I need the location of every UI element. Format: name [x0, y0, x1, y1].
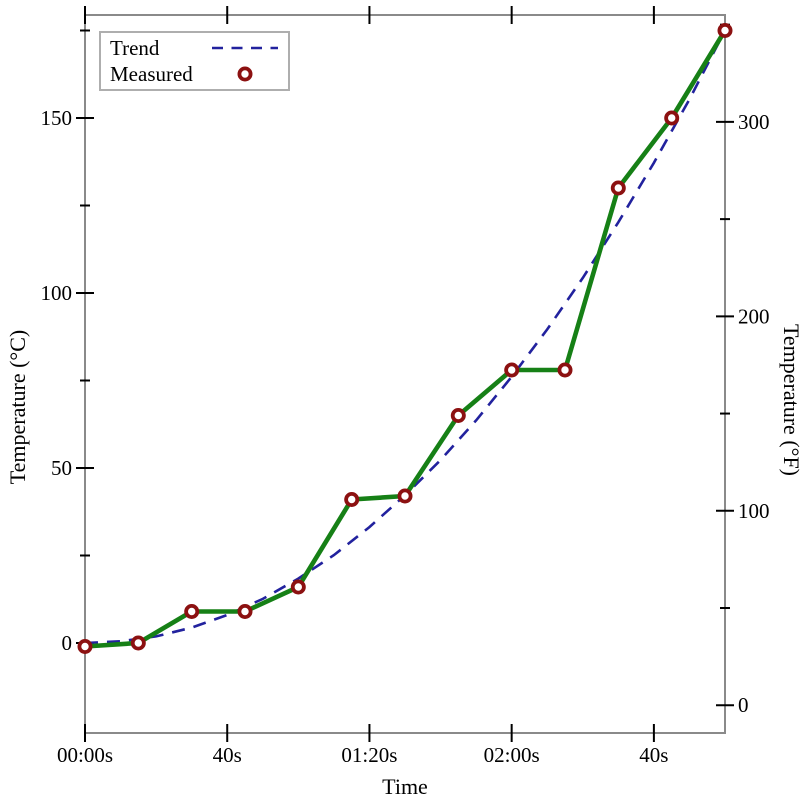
measured-ring-marker-sample	[237, 66, 253, 82]
right-tick-label: 300	[738, 110, 770, 134]
measured-point	[557, 362, 573, 378]
trend-dashed-line-sample	[212, 46, 278, 50]
left-tick-label: 0	[62, 631, 73, 655]
measured-point	[290, 579, 306, 595]
legend: Trend Measured	[99, 31, 290, 91]
plot-frame	[84, 14, 726, 734]
measured-point	[664, 110, 680, 126]
x-tick-label: 40s	[639, 743, 668, 767]
x-axis-title: Time	[382, 774, 428, 799]
left-tick-label: 50	[51, 456, 72, 480]
left-y-axis-title: Temperature (°C)	[5, 329, 30, 485]
legend-entry-measured: Measured	[110, 61, 279, 87]
measured-point	[184, 604, 200, 620]
x-tick-label: 00:00s	[57, 743, 113, 767]
right-tick-label: 200	[738, 304, 770, 328]
measured-point	[717, 22, 733, 38]
legend-entry-trend: Trend	[110, 35, 279, 61]
measured-point	[77, 639, 93, 655]
measured-point	[344, 491, 360, 507]
measured-point	[130, 635, 146, 651]
measured-point	[504, 362, 520, 378]
right-tick-label: 100	[738, 499, 770, 523]
measured-point	[450, 407, 466, 423]
measured-point	[397, 488, 413, 504]
right-y-axis-title: Temperature (°F)	[779, 323, 804, 477]
trend-line	[84, 29, 727, 645]
left-tick-label: 150	[41, 106, 73, 130]
measured-line	[82, 28, 728, 649]
legend-label-measured: Measured	[110, 61, 193, 86]
measured-point	[610, 180, 626, 196]
x-tick-label: 02:00s	[484, 743, 540, 767]
x-tick-label: 40s	[213, 743, 242, 767]
measured-point	[237, 604, 253, 620]
right-tick-label: 0	[738, 693, 749, 717]
left-tick-label: 100	[41, 281, 73, 305]
x-tick-label: 01:20s	[341, 743, 397, 767]
legend-label-trend: Trend	[110, 35, 160, 60]
